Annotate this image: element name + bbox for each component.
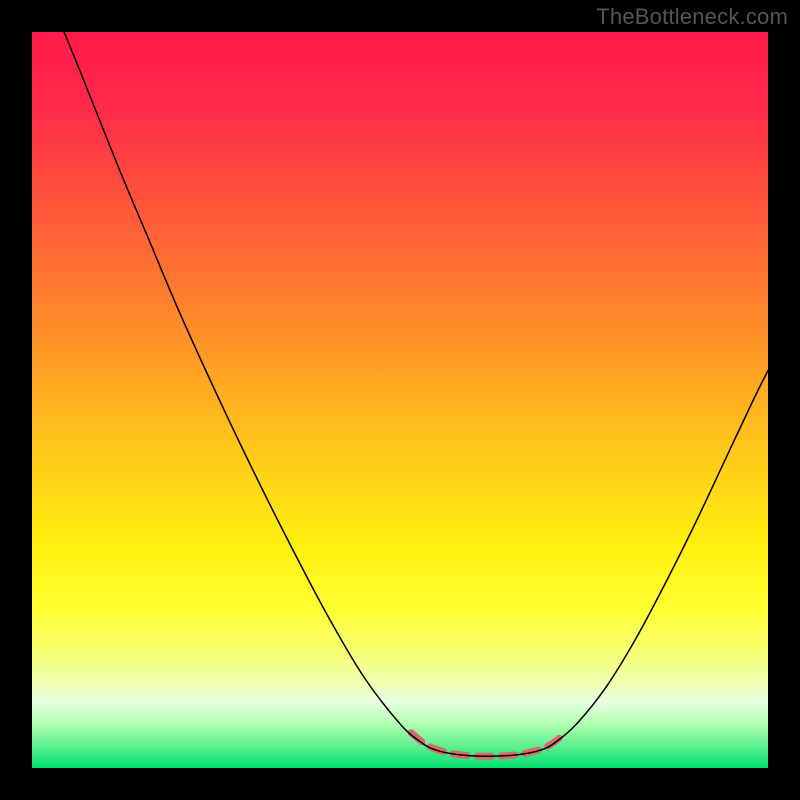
watermark-text: TheBottleneck.com (596, 4, 788, 30)
plot-gradient-background (32, 32, 768, 768)
chart-container: TheBottleneck.com (0, 0, 800, 800)
bottleneck-chart (0, 0, 800, 800)
